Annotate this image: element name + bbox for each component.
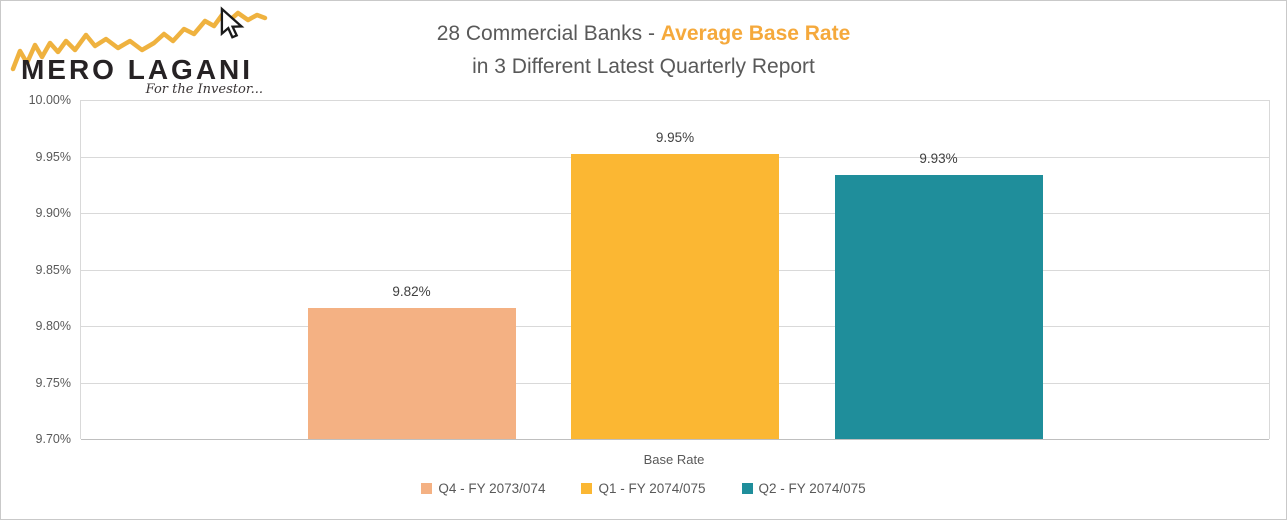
legend-label: Q1 - FY 2074/075 [598,481,706,496]
legend-label: Q2 - FY 2074/075 [758,481,866,496]
bar-data-label: 9.93% [919,151,958,166]
bar-q1-fy-2074-075 [571,154,779,439]
logo-tagline: For the Investor... [145,82,263,97]
x-axis-label: Base Rate [643,452,705,467]
chart-title: 28 Commercial Banks - Average Base Rate … [1,17,1286,83]
legend-label: Q4 - FY 2073/074 [438,481,546,496]
bar-data-label: 9.82% [392,284,431,299]
y-axis-tick-label: 10.00% [28,93,71,107]
y-axis-tick-label: 9.70% [35,432,71,446]
mero-lagani-logo: MERO LAGANI For the Investor... [9,5,271,97]
cursor-arrow-icon [220,6,245,39]
y-axis-tick-label: 9.85% [35,262,71,277]
bar-q2-fy-2074-075 [834,175,1043,439]
legend-item: Q1 - FY 2074/075 [581,481,706,496]
y-axis-tick-label: 9.80% [35,319,71,333]
bar-q4-fy-2073-074 [307,308,516,439]
title-prefix: 28 Commercial Banks - [436,22,661,45]
plot-area: 9.82% 9.95% 9.93% [80,100,1270,440]
y-axis-tick-label: 9.75% [35,375,71,390]
chart-title-line2: in 3 Different Latest Quarterly Report [472,55,815,78]
title-highlight: Average Base Rate [660,22,851,45]
gridline [81,439,1269,440]
legend-item: Q4 - FY 2073/074 [421,481,545,496]
y-axis-tick-label: 9.90% [35,206,71,220]
chart-title-line1: 28 Commercial Banks - Average Base Rate [1,17,1286,50]
y-axis-tick-label: 9.95% [35,149,71,164]
logo-wordmark: MERO LAGANI [21,54,253,85]
bar-data-label: 9.95% [655,130,695,145]
legend: Q4 - FY 2073/074 Q1 - FY 2074/075 Q2 - FY … [1,481,1286,496]
legend-swatch [421,483,433,494]
logo-graphic: MERO LAGANI For the Investor... [10,6,268,97]
y-axis: 10.00% 9.95% 9.90% 9.85% 9.80% 9.75% 9.70% [1,93,71,446]
legend-swatch [581,483,593,494]
legend-item: Q2 - FY 2074/075 [741,481,866,496]
legend-swatch [741,483,753,494]
gridline [81,100,1269,101]
